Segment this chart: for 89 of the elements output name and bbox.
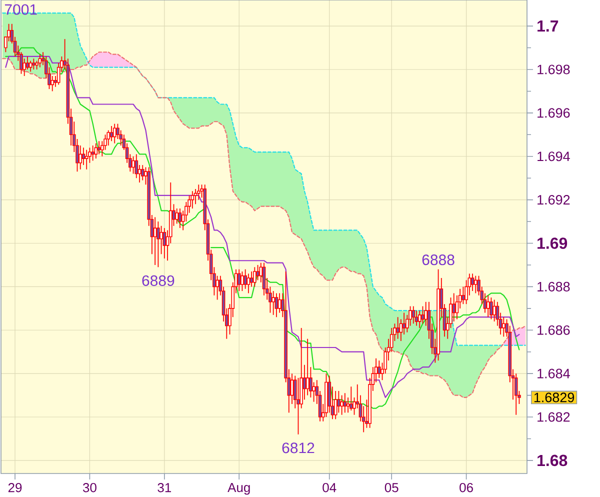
candlestick: [396, 316, 400, 340]
annotation: 7001: [4, 4, 37, 15]
y-tick-label: 1.688: [538, 282, 570, 292]
candlestick: [490, 297, 493, 320]
candlestick: [246, 273, 250, 294]
candlestick: [112, 123, 116, 144]
candlestick: [378, 360, 381, 378]
candlestick: [134, 154, 138, 179]
candlestick: [346, 397, 350, 414]
candlestick: [514, 373, 518, 416]
candlestick: [197, 184, 200, 200]
candlestick: [343, 392, 347, 414]
candlestick: [138, 164, 142, 183]
candlestick: [244, 268, 247, 290]
x-tick-label: 30: [82, 483, 96, 492]
x-tick-label: Aug: [228, 483, 250, 495]
x-tick-label: 04: [322, 483, 336, 492]
candlestick: [290, 373, 294, 404]
candlestick: [274, 292, 278, 318]
candlestick: [334, 390, 338, 420]
candlestick: [312, 382, 316, 402]
y-tick-label: 1.686: [538, 325, 570, 335]
candlestick: [414, 310, 418, 326]
candlestick: [462, 286, 465, 305]
candlestick: [160, 225, 163, 255]
candlestick: [256, 264, 260, 281]
candlestick: [424, 301, 428, 326]
candlestick: [110, 126, 114, 142]
candlestick: [470, 273, 474, 292]
candlestick: [82, 147, 86, 166]
x-tick-label: 05: [384, 483, 398, 492]
candlestick: [412, 306, 416, 324]
annotation: 6812: [282, 442, 314, 454]
x-tick-label: 29: [8, 483, 22, 492]
candlestick: [306, 338, 310, 396]
candlestick: [237, 268, 241, 292]
y-tick-label: 1.69: [538, 238, 568, 249]
candlestick: [278, 292, 282, 314]
annotation: 6889: [142, 275, 174, 286]
candlestick: [190, 190, 194, 209]
candlestick: [32, 58, 36, 70]
candlestick: [50, 76, 54, 92]
candlestick: [178, 208, 182, 228]
text: 1.6829: [534, 392, 574, 402]
candlestick: [156, 221, 160, 268]
candlestick: [250, 271, 254, 288]
y-tick-label: 1.692: [538, 195, 570, 205]
candlestick: [26, 56, 30, 70]
candlestick: [240, 271, 244, 292]
candlestick: [38, 54, 42, 68]
candlestick: [97, 140, 101, 155]
candlestick: [302, 364, 306, 400]
y-tick-label: 1.684: [538, 368, 570, 378]
candlestick: [474, 275, 478, 294]
x-tick-label: 06: [460, 483, 473, 492]
candlestick: [452, 292, 456, 322]
candlestick: [28, 60, 32, 72]
y-tick-label: 1.682: [538, 412, 570, 422]
candlestick: [296, 377, 300, 435]
y-tick-label: 1.7: [538, 20, 558, 32]
candlestick: [262, 262, 266, 296]
candlestick: [194, 188, 198, 205]
y-tick-label: 1.694: [538, 152, 570, 162]
candlestick: [502, 316, 506, 338]
candlestick: [421, 306, 424, 324]
candlestick: [486, 294, 490, 318]
candlestick: [418, 310, 422, 328]
candlestick: [350, 386, 353, 411]
candlestick: [84, 149, 88, 170]
candlestick: [78, 145, 82, 170]
candlestick: [153, 216, 157, 266]
candlestick: [140, 164, 144, 181]
candlestick: [162, 228, 166, 259]
y-tick-label: 1.698: [538, 64, 570, 74]
annotation: 6888: [422, 254, 454, 266]
candlestick: [272, 290, 275, 316]
y-tick-label: 1.696: [538, 108, 570, 118]
candlestick: [22, 58, 26, 76]
candlestick: [340, 394, 344, 416]
candlestick: [402, 312, 406, 335]
candlestick: [253, 266, 256, 288]
candlestick: [91, 145, 94, 162]
y-tick-label: 1.68: [538, 454, 568, 466]
candlestick: [216, 275, 219, 300]
candlestick: [106, 130, 110, 146]
candlestick: [337, 390, 340, 414]
candlestick: [175, 208, 178, 224]
candlestick: [492, 299, 496, 322]
x-tick-label: 31: [158, 483, 172, 492]
